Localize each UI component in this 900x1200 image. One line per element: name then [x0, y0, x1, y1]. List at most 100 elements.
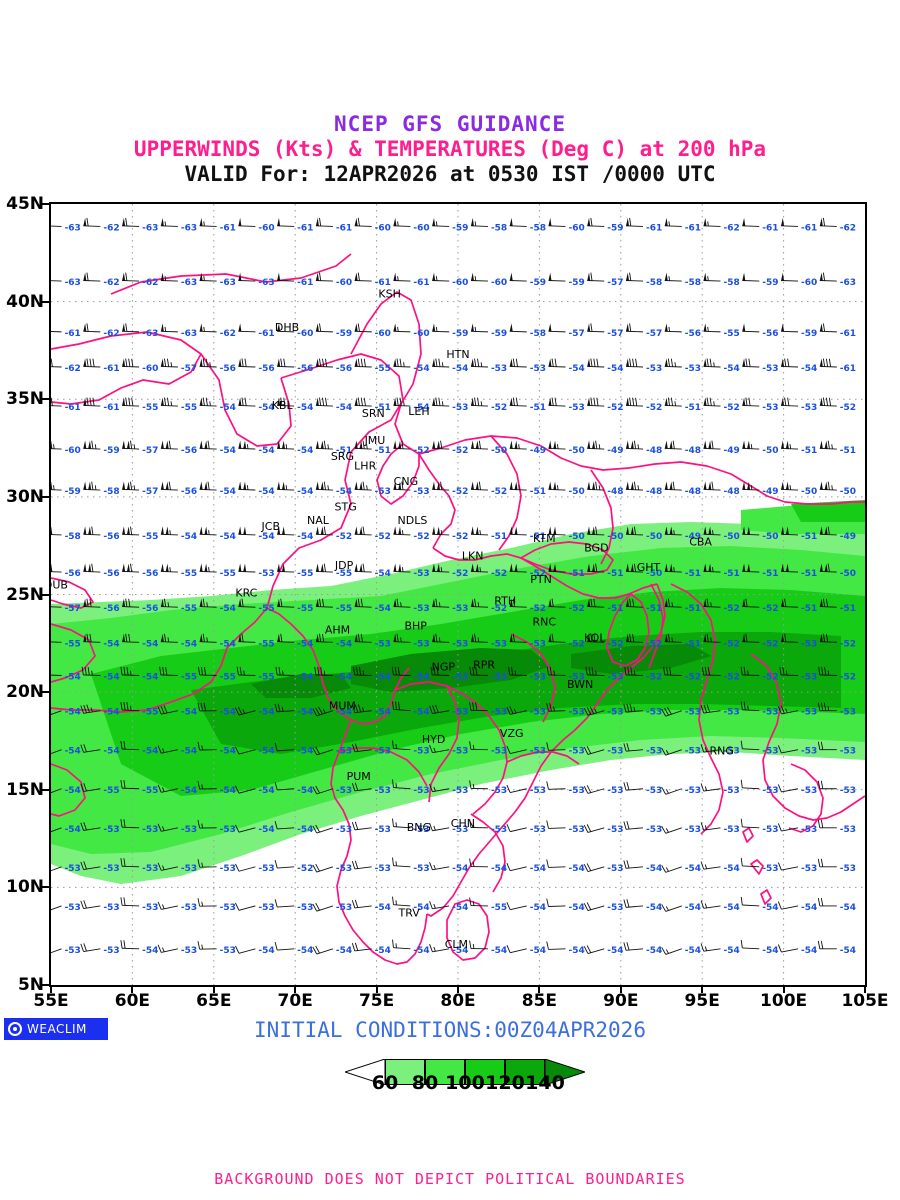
wind-barb	[315, 633, 333, 643]
wind-barb	[469, 897, 488, 907]
wind-barb	[120, 701, 140, 712]
temperature-value: -60	[65, 446, 81, 456]
wind-barb	[83, 526, 101, 536]
temperature-value: -54	[258, 786, 274, 796]
wind-barb	[700, 822, 721, 831]
wind-barb	[51, 905, 62, 911]
temperature-value: -57	[607, 329, 623, 339]
wind-barb	[469, 780, 488, 790]
temperature-value: -50	[568, 446, 584, 456]
temperature-value: -52	[724, 639, 740, 649]
temperature-value: -53	[530, 639, 546, 649]
wind-barb	[51, 606, 62, 608]
colorbar-label-80: 80	[411, 1072, 439, 1094]
station-label-hyd: HYD	[422, 733, 445, 746]
wind-barb	[51, 225, 62, 227]
wind-barb	[315, 526, 333, 536]
station-label-bhp: BHP	[404, 620, 427, 633]
wind-barb	[819, 397, 837, 407]
wind-barb	[80, 861, 101, 870]
temperature-value: -53	[568, 825, 584, 835]
station-label-kbl: KBL	[272, 399, 294, 412]
temperature-value: -49	[840, 532, 856, 542]
temperature-value: -59	[530, 278, 546, 288]
wind-barb	[199, 272, 217, 282]
wind-barb	[819, 598, 837, 608]
temperature-value: -54	[724, 364, 740, 374]
temperature-value: -55	[181, 403, 197, 413]
temperature-value: -61	[375, 278, 391, 288]
temperature-value: -48	[607, 487, 623, 497]
wind-barb	[742, 358, 760, 368]
wind-barb	[235, 706, 256, 716]
temperature-value: -53	[762, 403, 778, 413]
temperature-value: -54	[220, 639, 236, 649]
temperature-value: -58	[646, 278, 662, 288]
wind-barb	[51, 280, 62, 282]
temperature-value: -53	[65, 946, 81, 956]
temperature-value: -53	[762, 825, 778, 835]
wind-barb	[354, 633, 372, 643]
wind-barb	[274, 781, 295, 791]
temperature-value: -53	[840, 864, 856, 874]
temperature-value: -51	[646, 604, 662, 614]
wind-barb	[625, 217, 644, 227]
wind-barb	[199, 358, 217, 368]
temperature-value: -54	[258, 708, 274, 718]
wind-barb	[353, 666, 372, 676]
station-label-htn: HTN	[446, 348, 469, 361]
wind-barb	[51, 674, 62, 676]
temperature-value: -54	[65, 747, 81, 757]
station-label-srg: SRG	[331, 450, 354, 463]
temperature-value: -54	[568, 903, 584, 913]
wind-barb	[817, 780, 837, 790]
wind-barb	[315, 217, 333, 227]
wind-barb	[742, 440, 760, 450]
wind-barb	[470, 440, 488, 450]
temperature-value: -61	[65, 329, 81, 339]
wind-barb	[700, 744, 721, 753]
temperature-value: -54	[181, 708, 197, 718]
wind-barb	[664, 358, 682, 368]
isotach-core-140a	[351, 648, 551, 692]
temperature-value: -52	[452, 532, 468, 542]
temperature-value: -52	[297, 864, 313, 874]
temperature-value: -53	[530, 673, 546, 683]
wind-barb	[623, 942, 644, 951]
temperature-value: -54	[297, 708, 313, 718]
temperature-value: -60	[375, 223, 391, 233]
wind-barb	[120, 940, 140, 950]
x-axis-tick-60E: 60E	[114, 991, 151, 1011]
wind-barb	[392, 779, 411, 790]
wind-barb	[819, 217, 837, 227]
temperature-value: -54	[685, 864, 701, 874]
temperature-value: -60	[258, 223, 274, 233]
weather-map-plot[interactable]: -63 -62 -63 -63 -61 -60 -61 -61 -60 -60 -59 -58 -58 -…	[49, 202, 867, 987]
wind-barb	[160, 633, 178, 643]
wind-barb	[429, 744, 450, 754]
wind-barb	[817, 940, 837, 950]
wind-barb	[277, 358, 295, 368]
temperature-value: -51	[840, 446, 856, 456]
wind-barb	[819, 272, 837, 282]
station-label-ght: GHT	[637, 561, 661, 574]
temperature-value: -52	[491, 403, 507, 413]
temperature-value: -53	[840, 786, 856, 796]
wind-barb	[470, 323, 488, 333]
temperature-value: -53	[607, 708, 623, 718]
wind-barb	[160, 598, 178, 608]
temperature-value: -54	[220, 446, 236, 456]
temperature-value: -53	[685, 786, 701, 796]
temperature-value: -49	[724, 446, 740, 456]
temperature-value: -52	[530, 604, 546, 614]
temperature-value: -56	[181, 446, 197, 456]
temperature-value: -52	[646, 673, 662, 683]
wind-barb	[623, 860, 644, 869]
temperature-value: -54	[103, 673, 119, 683]
wind-barb	[742, 217, 760, 227]
station-label-jcb: JCB	[261, 520, 280, 533]
station-label-nal: NAL	[307, 514, 330, 527]
temperature-value: -63	[181, 278, 197, 288]
wind-barb	[315, 397, 333, 407]
wind-barb	[51, 641, 62, 643]
